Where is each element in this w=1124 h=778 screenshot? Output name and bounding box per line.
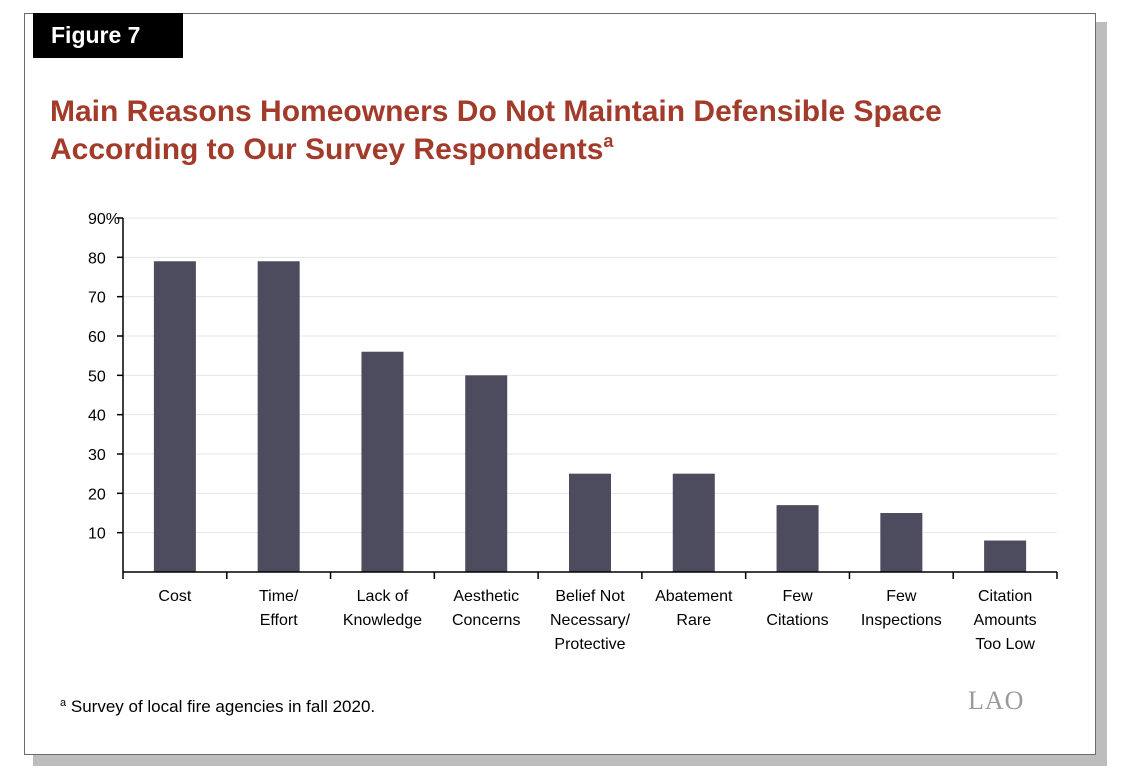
bar [880, 513, 923, 572]
x-tick-label-line: Abatement [655, 588, 733, 605]
footnote-marker: a [60, 697, 67, 709]
x-tick-label-line: Concerns [452, 612, 520, 629]
x-tick-label-line: Lack of [357, 588, 409, 605]
x-tick-label: Few Citations [766, 588, 828, 629]
bar [672, 473, 715, 572]
x-tick-label: Citation Amounts Too Low [974, 588, 1037, 653]
x-tick-label-line: Aesthetic [453, 588, 519, 605]
x-tick-label-line: Citation [978, 588, 1032, 605]
x-tick-label-line: Time/ [259, 588, 299, 605]
x-tick-label-line: Citations [766, 612, 828, 629]
y-tick-label: 40 [88, 408, 106, 425]
x-tick-label-line: Few [782, 588, 813, 605]
x-tick-label: Belief Not Necessary/Protective [550, 588, 631, 653]
x-tick-label-line: Cost [158, 588, 191, 605]
chart-title-text: Main Reasons Homeowners Do Not Maintain … [50, 95, 942, 166]
x-tick-label: Cost [158, 588, 191, 605]
figure-card [24, 13, 1096, 755]
x-tick-label: Time/Effort [259, 588, 299, 629]
lao-logo: LAO [968, 686, 1025, 715]
y-tick-label: 50 [88, 368, 106, 385]
footnote: a Survey of local fire agencies in fall … [60, 697, 375, 717]
x-axis-ticks [122, 572, 1058, 579]
x-tick-label-line: Knowledge [343, 612, 422, 629]
bar [465, 375, 508, 572]
x-tick-label-line: Few [886, 588, 917, 605]
x-tick-label-line: Effort [260, 612, 299, 629]
bar [776, 505, 819, 572]
x-tick-label-line: Belief Not [555, 588, 625, 605]
title-footnote-marker: a [603, 131, 614, 151]
y-tick-label: 70 [88, 290, 106, 307]
y-tick-label: 10 [88, 526, 106, 543]
x-tick-label-line: Inspections [861, 612, 942, 629]
y-tick-label: 90% [88, 211, 120, 228]
bar [257, 261, 300, 572]
x-tick-label: Few Inspections [861, 588, 942, 629]
bar [153, 261, 196, 572]
x-tick-label: Aesthetic Concerns [452, 588, 520, 629]
bar [984, 540, 1027, 572]
y-tick-label: 60 [88, 329, 106, 346]
footnote-text: Survey of local fire agencies in fall 20… [70, 697, 376, 716]
axes [122, 218, 1057, 573]
x-tick-label-line: Protective [554, 636, 625, 653]
figure-label: Figure 7 [33, 13, 183, 58]
y-tick-label: 20 [88, 486, 106, 503]
x-tick-label-line: Too Low [975, 636, 1035, 653]
x-tick-label: Lack of Knowledge [343, 588, 422, 629]
bars [153, 261, 1027, 572]
x-tick-label: Abatement Rare [655, 588, 733, 629]
x-tick-label-line: Amounts [974, 612, 1037, 629]
bar [569, 473, 611, 572]
x-axis-labels: Cost Time/Effort Lack of Knowledge Aesthetic… [158, 588, 1036, 653]
y-tick-label: 30 [88, 447, 106, 464]
x-tick-label-line: Necessary/ [550, 612, 631, 629]
chart-title: Main Reasons Homeowners Do Not Maintain … [50, 93, 1080, 169]
y-tick-label: 80 [88, 250, 106, 267]
y-axis-ticks: 10 20 30 40 50 60 70 80 90% [88, 211, 123, 543]
bar [361, 351, 404, 572]
x-tick-label-line: Rare [676, 612, 711, 629]
